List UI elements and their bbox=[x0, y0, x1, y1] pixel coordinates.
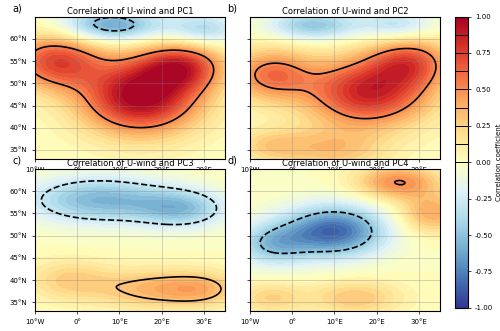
Text: a): a) bbox=[12, 4, 22, 14]
Title: Correlation of U-wind and PC1: Correlation of U-wind and PC1 bbox=[67, 7, 193, 16]
Text: c): c) bbox=[12, 156, 22, 166]
Title: Correlation of U-wind and PC4: Correlation of U-wind and PC4 bbox=[282, 159, 408, 168]
Y-axis label: Correlation coefficient: Correlation coefficient bbox=[496, 123, 500, 201]
Title: Correlation of U-wind and PC3: Correlation of U-wind and PC3 bbox=[66, 159, 194, 168]
Text: b): b) bbox=[227, 4, 237, 14]
Title: Correlation of U-wind and PC2: Correlation of U-wind and PC2 bbox=[282, 7, 408, 16]
Text: d): d) bbox=[227, 156, 237, 166]
